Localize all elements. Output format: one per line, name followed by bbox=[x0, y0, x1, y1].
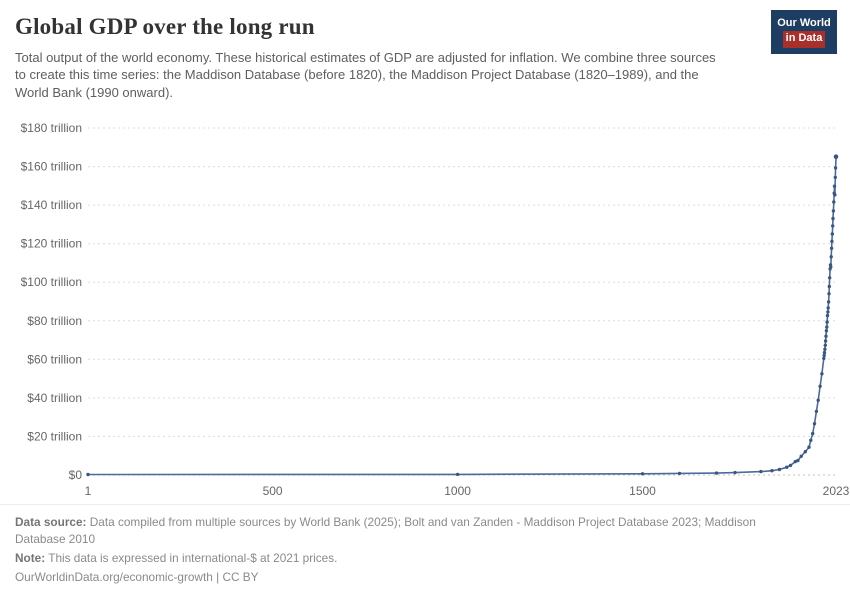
data-point-marker bbox=[677, 471, 682, 476]
x-tick-label: 500 bbox=[263, 484, 283, 498]
data-point-marker bbox=[832, 200, 836, 204]
note-line: Note: This data is expressed in internat… bbox=[15, 550, 803, 567]
data-point-marker bbox=[831, 216, 835, 221]
data-point-marker bbox=[811, 431, 815, 436]
data-point-marker bbox=[827, 292, 831, 296]
data-point-marker bbox=[788, 463, 793, 468]
x-tick-label: 1500 bbox=[629, 484, 656, 498]
y-tick-label: $60 trillion bbox=[27, 352, 82, 366]
data-point-marker bbox=[814, 409, 819, 414]
y-tick-label: $160 trillion bbox=[21, 160, 82, 174]
data-point-marker bbox=[830, 239, 834, 244]
note-label: Note: bbox=[15, 550, 46, 565]
data-point-marker bbox=[824, 334, 828, 338]
owid-url-link[interactable]: OurWorldinData.org/economic-growth bbox=[15, 569, 213, 584]
data-point-marker bbox=[807, 445, 811, 449]
owid-logo: Our World in Data bbox=[771, 10, 837, 54]
data-point-marker bbox=[822, 350, 827, 355]
page-title: Global GDP over the long run bbox=[15, 14, 315, 39]
data-point-marker bbox=[826, 300, 831, 304]
data-point-marker bbox=[823, 339, 828, 343]
data-point-marker bbox=[826, 306, 830, 310]
data-point-marker bbox=[831, 209, 836, 213]
data-point-marker bbox=[86, 472, 90, 477]
data-point-marker bbox=[827, 284, 831, 289]
license-label: CC BY bbox=[222, 569, 259, 584]
data-point-marker bbox=[829, 246, 834, 250]
data-point-marker bbox=[829, 265, 833, 269]
data-point-marker bbox=[770, 469, 774, 473]
data-point-marker bbox=[831, 224, 835, 228]
footer-links: OurWorldinData.org/economic-growth | CC … bbox=[15, 569, 803, 586]
data-point-marker bbox=[833, 193, 837, 197]
data-point-marker bbox=[793, 459, 797, 464]
data-point-marker bbox=[825, 313, 830, 318]
data-point-marker bbox=[803, 450, 807, 454]
chart-footer: Data source: Data compiled from multiple… bbox=[0, 503, 850, 600]
data-point-marker bbox=[455, 472, 460, 477]
data-point-marker bbox=[799, 454, 803, 458]
y-tick-label: $100 trillion bbox=[21, 275, 82, 289]
data-source-line: Data source: Data compiled from multiple… bbox=[15, 514, 803, 548]
data-source-text: Data compiled from multiple sources by W… bbox=[15, 514, 756, 546]
data-point-marker bbox=[828, 276, 832, 280]
x-tick-label: 2023 bbox=[823, 484, 850, 498]
data-point-marker bbox=[818, 384, 822, 388]
data-point-marker bbox=[809, 438, 813, 442]
data-point-marker bbox=[816, 398, 820, 402]
y-tick-label: $80 trillion bbox=[27, 314, 82, 328]
gdp-line-chart: $0 $20 trillion $40 trillion $60 trillion $8… bbox=[21, 121, 850, 498]
chart-header: Global GDP over the long run Total outpu… bbox=[0, 0, 850, 101]
data-point-marker bbox=[796, 458, 800, 463]
data-point-marker bbox=[733, 470, 737, 475]
y-tick-label: $140 trillion bbox=[21, 198, 82, 212]
y-tick-label: $180 trillion bbox=[21, 121, 82, 135]
y-tick-label: $20 trillion bbox=[27, 429, 82, 443]
data-point-marker bbox=[824, 329, 829, 333]
data-point-marker bbox=[777, 467, 782, 472]
data-point-marker bbox=[830, 232, 834, 236]
footer-separator: | bbox=[216, 569, 220, 584]
data-source-label: Data source: bbox=[15, 514, 87, 529]
chart-subtitle: Total output of the world economy. These… bbox=[15, 50, 716, 100]
data-point-marker bbox=[833, 154, 839, 159]
data-point-marker bbox=[833, 166, 838, 170]
data-point-marker bbox=[823, 347, 827, 351]
data-point-marker bbox=[785, 465, 789, 469]
data-point-marker bbox=[829, 255, 833, 259]
data-point-marker bbox=[833, 175, 837, 180]
data-point-marker bbox=[714, 471, 719, 475]
y-tick-label: $0 bbox=[69, 468, 83, 482]
data-point-marker bbox=[822, 353, 826, 358]
note-text: This data is expressed in international-… bbox=[48, 550, 338, 565]
y-tick-label: $120 trillion bbox=[21, 237, 82, 251]
data-point-marker bbox=[820, 372, 824, 376]
data-point-marker bbox=[826, 310, 830, 314]
data-point-marker bbox=[812, 422, 817, 426]
data-point-marker bbox=[825, 325, 829, 329]
x-tick-label: 1000 bbox=[444, 484, 471, 498]
data-point-marker bbox=[832, 184, 837, 188]
y-tick-label: $40 trillion bbox=[27, 391, 82, 405]
data-point-marker bbox=[759, 469, 763, 474]
x-tick-label: 1 bbox=[85, 484, 92, 498]
owid-logo-line2: in Data bbox=[782, 31, 826, 48]
data-point-marker bbox=[640, 472, 645, 476]
gdp-series-line bbox=[87, 156, 837, 476]
data-point-marker bbox=[825, 320, 829, 324]
data-point-marker bbox=[823, 343, 827, 347]
data-point-marker bbox=[822, 356, 826, 361]
owid-logo-line1: Our World bbox=[777, 17, 831, 29]
